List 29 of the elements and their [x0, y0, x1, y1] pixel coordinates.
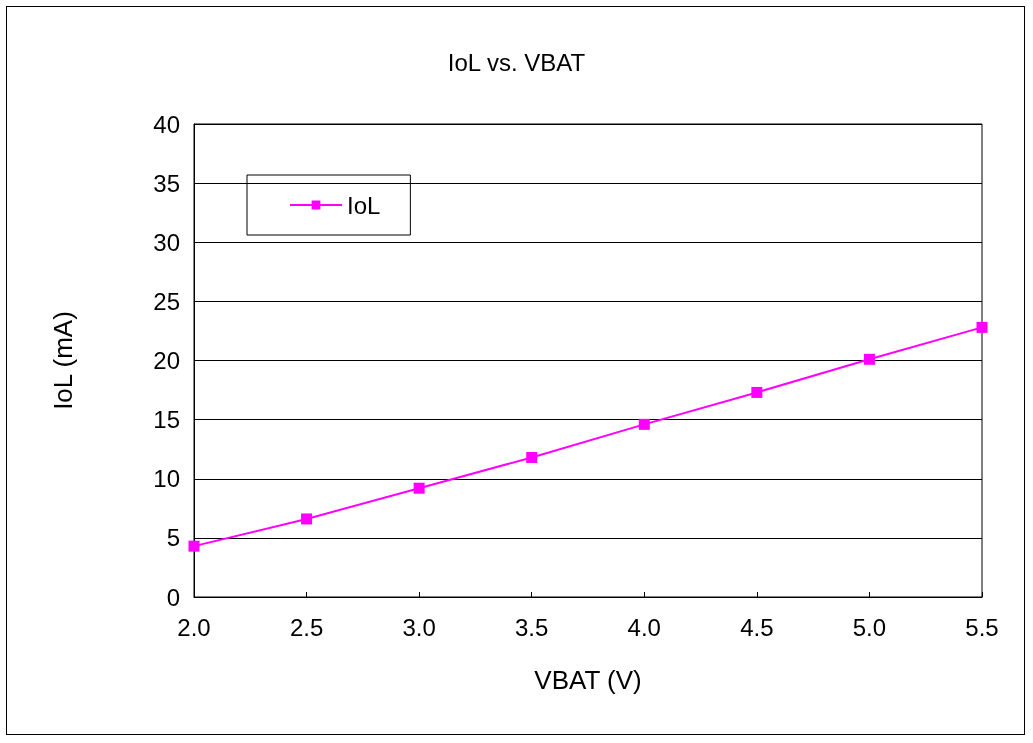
- point: [301, 513, 313, 525]
- x-tick-label: 2.5: [289, 613, 324, 641]
- x-tick-label: 5.5: [965, 613, 999, 641]
- legend-label: IoL: [347, 191, 381, 219]
- chart-title: IoL vs. VBAT: [447, 48, 586, 76]
- y-tick-label: 30: [153, 228, 180, 256]
- y-tick-label: 5: [166, 524, 180, 552]
- y-axis-title: IoL (mA): [48, 311, 78, 410]
- x-tick-label: 5.0: [852, 613, 887, 641]
- y-tick-label: 20: [153, 347, 180, 374]
- point: [976, 321, 988, 333]
- y-tick-label: 10: [153, 465, 180, 493]
- x-tick-label: 4.0: [627, 613, 661, 641]
- point: [638, 418, 650, 430]
- y-tick-label: 15: [153, 406, 180, 434]
- x-tick-label: 2.0: [177, 613, 211, 641]
- x-tick-label: 4.5: [740, 613, 774, 641]
- point: [751, 386, 763, 398]
- y-tick-label: 35: [153, 169, 180, 197]
- point: [863, 353, 875, 365]
- point: [526, 451, 538, 463]
- x-tick-label: 3.0: [402, 613, 436, 641]
- x-axis-title: VBAT (V): [534, 665, 642, 695]
- x-tick-label: 3.5: [515, 613, 549, 641]
- point: [413, 482, 425, 494]
- y-tick-label: 25: [153, 287, 180, 315]
- y-tick-label: 40: [153, 110, 180, 138]
- point: [188, 540, 200, 552]
- y-tick-label: 0: [166, 583, 180, 611]
